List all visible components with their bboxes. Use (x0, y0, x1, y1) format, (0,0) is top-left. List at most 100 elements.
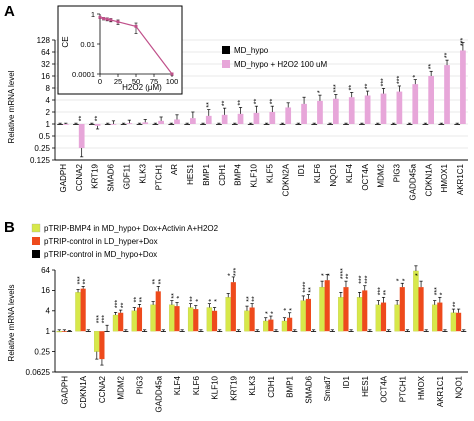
panel-a-xtick-cdkn1a: CDKN1A (424, 163, 433, 196)
panel-a-bar-md-hypo-ptch1 (152, 124, 159, 125)
panel-a-bar-md-hypo-smad6 (104, 124, 111, 125)
panel-b-xticks: GADPH CDKN1A CCNA2 MDM2 PIG3 GADD45a KLF4 KLF6 K… (60, 375, 463, 412)
panel-b-significance-0-oct4a: *** (377, 287, 384, 295)
legend-a-swatch-h2o2 (222, 60, 230, 68)
panel-b-bar-ptrip-control-in-md-hypo-dox-ccna2 (104, 331, 110, 332)
legend-a-label-h2o2: MD_hypo + H2O2 100 uM (234, 60, 327, 69)
panel-a-bar-md-hypo-h2o2-100-um-mdm2 (380, 93, 387, 124)
inset-ylabel: CE (61, 36, 70, 47)
panel-b-significance-1-gadd45a: ** (158, 279, 165, 285)
inset-point-5 (134, 24, 138, 28)
panel-a-bar-md-hypo-bmp4 (231, 124, 238, 125)
panel-b-xtick-klk3: KLK3 (248, 375, 257, 395)
panel-a-significance-0-cdh1: ** (222, 100, 229, 106)
panel-b-ytick-label-4: 0.25 (34, 347, 50, 356)
panel-a-significance-0-klf10: ** (253, 98, 260, 104)
panel-b-bar-ptrip-control-in-md-hypo-dox-oct4a (386, 331, 392, 332)
panel-a-xtick-gdf11: GDF11 (123, 163, 132, 189)
panel-a-xtick-bmp1: BMP1 (202, 163, 211, 185)
inset-line (98, 15, 174, 76)
panel-b-bar-ptrip-bmp4-in-md-hypo-dox-activin-a-h2o2-smad6 (300, 300, 307, 332)
panel-b-bar-ptrip-control-in-md-hypo-dox-klf6 (198, 331, 204, 332)
panel-a-ytick-label-2: 32 (41, 60, 50, 69)
panel-a-bar-md-hypo-h2o2-100-um-cdh1 (221, 114, 228, 124)
inset-point-0 (98, 15, 102, 19)
legend-b-label-bmp4: pTRIP-BMP4 in MD_hypo+ Dox+Activin A+H2O… (44, 224, 219, 233)
panel-b-xtick-akr1c1: AKR1C1 (436, 375, 445, 407)
panel-b-xtick-cdkn1a: CDKN1A (79, 375, 88, 408)
panel-b-xtick-smad6: SMAD6 (304, 375, 313, 403)
legend-a-swatch-md-hypo (222, 46, 230, 54)
inset-xtick-label-1: 25 (114, 77, 122, 86)
panel-a-significance-0-gadd45a: * (412, 75, 419, 78)
panel-b-axes (54, 270, 468, 373)
panel-a-bar-md-hypo-nqo1 (327, 124, 333, 125)
panel-b-significance-1-hes1: *** (364, 275, 371, 283)
panel-b-bar-ptrip-control-in-ld-hyper-dox-klf6 (193, 309, 199, 332)
panel-b-bar-ptrip-control-in-ld-hyper-dox-klk3 (249, 307, 255, 332)
panel-b-bar-ptrip-bmp4-in-md-hypo-dox-activin-a-h2o2-krt19 (225, 297, 231, 332)
panel-a-yticks: 128 64 32 16 8 4 2 1 0.5 0.25 0.125 (30, 36, 55, 165)
panel-b-bar-ptrip-bmp4-in-md-hypo-dox-activin-a-h2o2-oct4a (375, 304, 382, 332)
panel-a-xtick-krt19: KRT19 (91, 163, 100, 188)
panel-b-bar-ptrip-bmp4-in-md-hypo-dox-activin-a-h2o2-gadph (56, 331, 62, 333)
panel-b-bar-ptrip-control-in-md-hypo-dox-hmox (423, 331, 429, 332)
panel-b-bar-ptrip-bmp4-in-md-hypo-dox-activin-a-h2o2-hes1 (356, 297, 363, 332)
panel-a-ytick-label-5: 4 (46, 96, 51, 105)
panel-a-bar-md-hypo-klf5 (263, 124, 270, 125)
panel-a-xtick-nqo1: NQO1 (329, 163, 338, 186)
panel-a-bar-md-hypo-hmox1 (438, 124, 445, 125)
panel-b-xtick-pig3: PIG3 (136, 375, 145, 394)
panel-b-bar-ptrip-bmp4-in-md-hypo-dox-activin-a-h2o2-klk3 (244, 310, 250, 332)
panel-b-significance-0-akr1c1: *** (434, 287, 441, 295)
legend-b-swatch-ld-hyper (32, 237, 40, 245)
panel-b-bar-ptrip-control-in-ld-hyper-dox-akr1c1 (437, 302, 443, 332)
panel-b-bar-ptrip-control-in-ld-hyper-dox-cdkn1a (80, 288, 86, 332)
inset-xtick-label-4: 100 (166, 77, 179, 86)
panel-b-xtick-hes1: HES1 (361, 375, 370, 396)
panel-b-significance-0-klf6: ** (190, 296, 197, 302)
panel-b-xtick-krt19: KRT19 (229, 375, 238, 400)
inset-ytick-label-1: 0.01 (80, 40, 95, 49)
panel-a-ytick-label-6: 2 (46, 108, 51, 117)
panel-a-bar-md-hypo-gdf11 (120, 124, 127, 125)
panel-b-significance-1-klk3: ** (252, 296, 259, 302)
inset-point-2 (105, 17, 109, 21)
panel-a-ytick-label-0: 128 (37, 36, 51, 45)
panel-b-ytick-label-0: 64 (41, 266, 50, 275)
panel-a-significance-0-akr1c1: *** (460, 38, 467, 46)
panel-b-significance-1-oct4a: ** (383, 290, 390, 296)
panel-b-bar-ptrip-control-in-ld-hyper-dox-gadd45a (155, 291, 161, 332)
panel-b-significance-0-id1: **** (340, 268, 347, 279)
panel-b-significance-0-klf10: * (209, 299, 216, 302)
panel-a-bar-md-hypo-id1 (295, 124, 302, 125)
panel-a-xtick-klk3: KLK3 (138, 163, 147, 183)
panel-a-bar-md-hypo-h2o2-100-um-cdkn1a (428, 76, 435, 124)
panel-b-bar-ptrip-control-in-ld-hyper-dox-hmox (418, 287, 424, 332)
panel-b-xtick-hmox: HMOX (417, 375, 426, 400)
panel-b-ytick-label-5: 0.0625 (26, 368, 51, 377)
panel-b-letter: B (4, 219, 15, 236)
panel-b-bar-ptrip-bmp4-in-md-hypo-dox-activin-a-h2o2-pig3 (131, 310, 138, 332)
inset-xlabel: H2O2 (μM) (122, 83, 162, 92)
panel-a-bar-md-hypo-h2o2-100-um-nqo1 (332, 98, 339, 124)
panel-a-significance-0-klf6: * (317, 90, 324, 93)
panel-a-xtick-ptch1: PTCH1 (154, 163, 163, 190)
panel-b-bar-ptrip-control-in-md-hypo-dox-klf10 (217, 331, 223, 332)
panel-b-significance-0-nqo1: ** (453, 301, 460, 307)
panel-a-significance-0-oct4a: ** (365, 83, 372, 89)
panel-a-ytick-label-3: 16 (41, 72, 50, 81)
panel-a-xtick-klf6: KLF6 (313, 163, 322, 183)
panel-b-yticks: 64 16 4 1 0.25 0.0625 (26, 266, 55, 377)
panel-b-significance-0-cdh1: * (265, 311, 272, 314)
panel-a-bar-md-hypo-ar (168, 124, 175, 125)
panel-a-bar-md-hypo-h2o2-100-um-hmox1 (444, 65, 450, 124)
panel-b-significance-1-smad6: ** (308, 287, 315, 293)
panel-a-bar-md-hypo-h2o2-100-um-klf5 (269, 112, 276, 124)
panel-b-bar-ptrip-control-in-ld-hyper-dox-hes1 (362, 290, 368, 332)
legend-a-label-md-hypo: MD_hypo (234, 46, 269, 55)
panel-b-bar-ptrip-control-in-md-hypo-dox-hes1 (367, 331, 373, 332)
panel-a-significance-0-mdm2: *** (381, 78, 388, 86)
panel-a-significance-0-hmox1: ** (444, 52, 451, 58)
